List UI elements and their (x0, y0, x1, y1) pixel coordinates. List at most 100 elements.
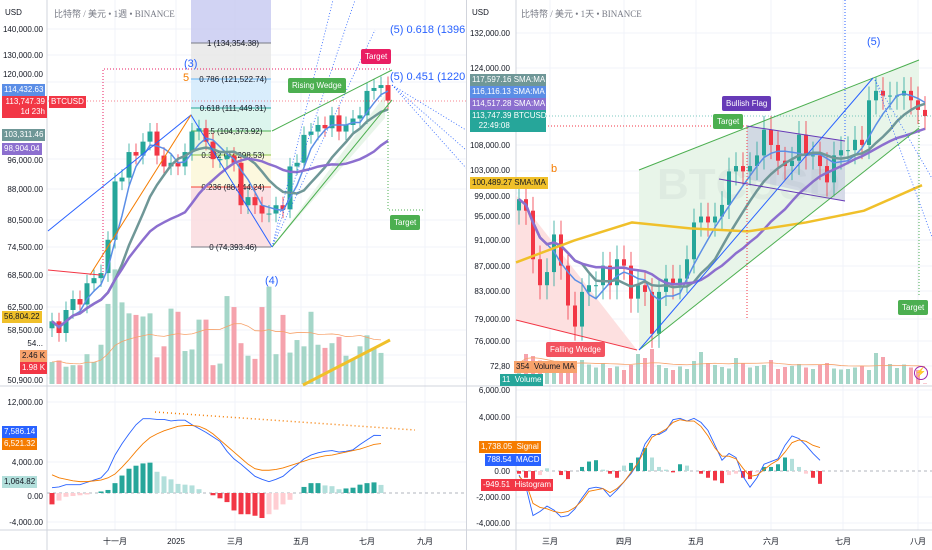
volume-bar (98, 344, 104, 384)
daily-chart-canvas[interactable]: USD 132,000.00 124,000.00 108,000.00 103,000… (467, 0, 932, 550)
histogram-bar (678, 464, 682, 471)
volume-bar (580, 360, 584, 384)
histogram-bar (364, 483, 370, 493)
falling-wedge-label[interactable]: Falling Wedge (546, 342, 605, 357)
candle-body (119, 177, 125, 182)
weekly-chart-panel[interactable]: 1 (134,354.38) 0.786 (121,522.74) 0.618 (1… (0, 0, 466, 550)
candle-body (133, 152, 139, 156)
target-top-label[interactable]: Target (361, 49, 392, 64)
candle-body (517, 199, 521, 211)
candle-body (280, 205, 286, 210)
sma-badge-1: 117,597.16 SMA:MA (470, 74, 546, 86)
candle-body (378, 85, 384, 88)
wave-b-label: b (551, 163, 558, 175)
axis-unit: USD (472, 8, 489, 17)
signal-line (518, 419, 821, 514)
candle-body (720, 204, 724, 217)
histogram-bar (126, 468, 132, 493)
macd-tick-label: -4,000.00 (476, 519, 510, 528)
histogram-bar (308, 483, 314, 493)
y-tick-label: 103,000.00 (470, 166, 511, 175)
histogram-bar (538, 471, 542, 476)
projection-line (391, 84, 466, 169)
y-tick-label: 76,000.00 (474, 337, 510, 346)
volume-bar (70, 365, 76, 384)
volume-bar (783, 367, 787, 384)
rising-wedge-label[interactable]: Rising Wedge (288, 78, 346, 93)
volume-bar (909, 367, 913, 384)
sma-value: 116,116.13 (472, 87, 511, 96)
target-flag-label[interactable]: Target (713, 114, 744, 129)
candle-body (224, 155, 230, 160)
volume-bar (881, 357, 885, 384)
histogram-bar (105, 489, 111, 493)
price-badge: 113,747.39 1d 23h (2, 96, 47, 118)
target-low-label[interactable]: Target (390, 215, 421, 230)
symbol-label: BTCUSD (49, 96, 86, 108)
volume-bar (56, 360, 62, 384)
target-line (387, 100, 424, 211)
trend-line (47, 269, 101, 276)
candle-body (315, 124, 321, 132)
candle-body (238, 162, 244, 206)
fib-band (191, 43, 271, 79)
lightning-icon[interactable]: ⚡ (914, 366, 928, 380)
y-tick-label: 54... (27, 339, 43, 348)
volume-bar (797, 364, 801, 384)
volume-bar (238, 343, 244, 384)
histogram-bar (615, 471, 619, 478)
histogram-bar (301, 486, 307, 493)
candle-body (154, 131, 160, 156)
candle-body (678, 278, 682, 286)
histogram-bar (636, 457, 640, 471)
symbol-label: BTCUSD (513, 111, 547, 120)
sma-label: SMA:MA (514, 178, 546, 187)
volume-bar (818, 365, 822, 384)
x-tick-label: 六月 (763, 536, 779, 546)
wedge-line (271, 99, 393, 248)
candle-body (538, 259, 542, 286)
candle-body (322, 124, 328, 129)
volume-bar (594, 367, 598, 384)
macd-badge: 7,586.14 (2, 426, 38, 438)
wave-line (89, 114, 192, 276)
daily-chart-panel[interactable]: USD 132,000.00 124,000.00 108,000.00 103,000… (466, 0, 932, 550)
candle-body (147, 131, 153, 142)
y-tick-label: 91,000.00 (474, 236, 510, 245)
histogram-bar (517, 471, 521, 474)
chart-title: 比特幣 / 美元 • 1天 • BINANCE (521, 9, 642, 19)
histogram-bar (210, 493, 216, 496)
sma-badge-2: 116,116.13 SMA:MA (470, 86, 546, 98)
candle-body (91, 278, 97, 284)
volume-bar (846, 369, 850, 384)
volume-bar (203, 319, 209, 384)
wave-3-label: (3) (184, 58, 198, 70)
histogram-bar (168, 479, 174, 493)
ma-fast-badge: 114,432.63 (2, 84, 46, 96)
histogram-bar (706, 471, 710, 478)
volume-bar (769, 360, 773, 384)
candle-body (385, 85, 391, 101)
y-tick-label: 95,000.00 (474, 212, 510, 221)
volume-bar (923, 383, 927, 384)
histogram-bar (685, 465, 689, 471)
volume-bar (266, 286, 272, 384)
sma-label: SMA:MA (513, 75, 546, 84)
candle-body (923, 109, 927, 117)
candle-body (552, 234, 556, 273)
candle-body (601, 265, 605, 286)
bullish-flag-label[interactable]: Bullish Flag (722, 96, 772, 111)
moving-average-line (51, 90, 389, 329)
histogram-bar (797, 466, 801, 471)
macd-tick-label: -2,000.00 (476, 493, 510, 502)
histogram-bar (238, 493, 244, 515)
target-line (545, 125, 748, 320)
target-low-label[interactable]: Target (898, 300, 929, 315)
candle-body (657, 291, 661, 334)
weekly-chart-canvas[interactable]: 1 (134,354.38) 0.786 (121,522.74) 0.618 (1… (0, 0, 466, 550)
candle-body (797, 134, 801, 161)
candle-body (364, 90, 370, 116)
fib-label: 0.618 (111,449.31) (200, 104, 267, 113)
y-tick-label: 132,000.00 (470, 29, 511, 38)
y-tick-label: 62,500.00 (7, 303, 43, 312)
